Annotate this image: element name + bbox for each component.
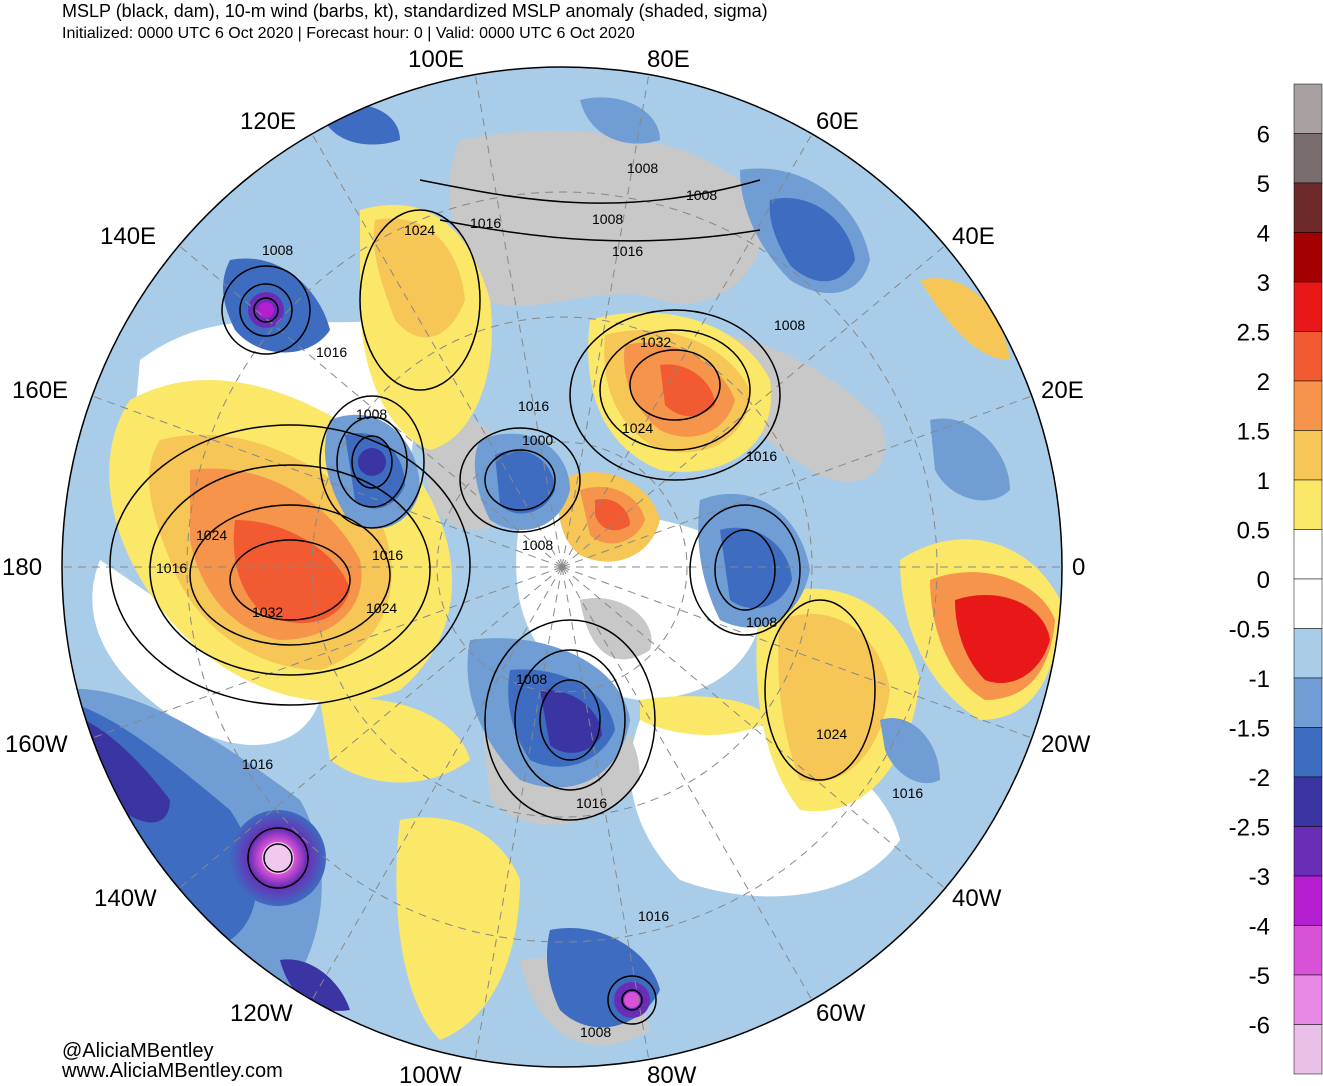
colorbar-swatch [1293, 83, 1323, 134]
isobar-label: 1008 [774, 317, 805, 333]
colorbar-label: 2 [1257, 369, 1270, 396]
isobar-label: 1008 [592, 211, 623, 227]
isobar-label: 1016 [576, 795, 607, 811]
isobar-label: 1024 [816, 726, 847, 742]
isobar-label: 1008 [686, 187, 717, 203]
isobar-label: 1016 [242, 756, 273, 772]
isobar-label: 1032 [640, 334, 671, 350]
isobar-label: 1008 [522, 537, 553, 553]
isobar-label: 1024 [404, 222, 435, 238]
lon-label-120e: 120E [240, 108, 296, 135]
lon-label-80e: 80E [647, 46, 690, 73]
lon-label-140e: 140E [100, 223, 156, 250]
isobar-label: 1016 [612, 243, 643, 259]
isobars [109, 179, 876, 1025]
longitude-labels: 100E 80E 60E 40E 20E 0 20W 40W 60W 80W 1… [2, 46, 1091, 1086]
isobar-labels: 1008 1008 1008 1016 1008 1024 1016 1032 … [156, 160, 923, 1040]
isobar-label: 1032 [252, 604, 283, 620]
isobar-label: 1016 [746, 448, 777, 464]
isobar-label: 1008 [627, 160, 658, 176]
colorbar-label: 2.5 [1237, 320, 1270, 347]
lon-label-80w: 80W [647, 1062, 697, 1086]
isobar-label: 1008 [262, 242, 293, 258]
colorbar-swatch [1293, 875, 1323, 926]
colorbar-label: 4 [1257, 221, 1270, 248]
credit-handle: @AliciaMBentley [62, 1040, 214, 1062]
lon-label-60w: 60W [816, 1000, 866, 1027]
colorbar-swatch [1293, 380, 1323, 431]
colorbar-label: 0 [1257, 567, 1270, 594]
lon-label-20w: 20W [1041, 731, 1091, 758]
chart-subtitle: Initialized: 0000 UTC 6 Oct 2020 | Forec… [62, 25, 635, 42]
lon-label-140w: 140W [94, 885, 157, 912]
isobar-label: 1016 [316, 344, 347, 360]
lon-label-40w: 40W [952, 885, 1002, 912]
graticule [62, 74, 1062, 1060]
colorbar-swatch [1293, 727, 1323, 778]
isobar-label: 1016 [892, 785, 923, 801]
map-border [61, 66, 1063, 1068]
colorbar-label: -2.5 [1229, 815, 1270, 842]
colorbar-label: -6 [1249, 1013, 1270, 1040]
isobar-label: 1016 [470, 215, 501, 231]
isobar-label: 1008 [746, 614, 777, 630]
colorbar-label: 1 [1257, 468, 1270, 495]
credit-site: www.AliciaMBentley.com [62, 1060, 283, 1082]
colorbar-swatch [1293, 529, 1323, 580]
colorbar-swatch [1293, 578, 1323, 629]
isobar-label: 1008 [580, 1024, 611, 1040]
colorbar-swatch [1293, 479, 1323, 530]
colorbar-label: 6 [1257, 122, 1270, 149]
isobar-label: 1024 [366, 600, 397, 616]
colorbar-label: -1 [1249, 666, 1270, 693]
chart-title: MSLP (black, dam), 10-m wind (barbs, kt)… [62, 1, 768, 21]
isobar-label: 1016 [372, 547, 403, 563]
isobar-label: 1008 [356, 406, 387, 422]
lon-label-160e: 160E [12, 377, 68, 404]
colorbar-swatch [1293, 974, 1323, 1025]
colorbar-label: 1.5 [1237, 419, 1270, 446]
colorbar-swatch [1293, 628, 1323, 679]
colorbar-swatch [1293, 677, 1323, 728]
colorbar-swatch [1293, 331, 1323, 382]
colorbar: 6 5 4 3 2.5 2 1.5 1 0.5 0 -0.5 -1 -1.5 -2 -2.5 -3 -4 -5 -6 [1229, 83, 1323, 1075]
isobar-label: 1024 [196, 527, 227, 543]
colorbar-swatch [1293, 776, 1323, 827]
colorbar-label: -1.5 [1229, 716, 1270, 743]
lon-label-40e: 40E [952, 223, 995, 250]
lon-label-100w: 100W [399, 1062, 462, 1086]
colorbar-swatch [1293, 430, 1323, 481]
colorbar-swatch [1293, 182, 1323, 233]
isobar-label: 1000 [522, 432, 553, 448]
colorbar-label: -4 [1249, 914, 1270, 941]
isobar-label: 1016 [638, 908, 669, 924]
colorbar-swatch [1293, 281, 1323, 332]
lon-label-120w: 120W [230, 1000, 293, 1027]
colorbar-label: -0.5 [1229, 617, 1270, 644]
lon-label-0: 0 [1072, 554, 1085, 581]
colorbar-swatch [1293, 826, 1323, 877]
colorbar-label: 5 [1257, 171, 1270, 198]
isobar-label: 1016 [518, 398, 549, 414]
lon-label-180: 180 [2, 554, 42, 581]
colorbar-label: -2 [1249, 765, 1270, 792]
lon-label-20e: 20E [1041, 377, 1084, 404]
colorbar-swatch [1293, 232, 1323, 283]
lon-label-100e: 100E [408, 46, 464, 73]
colorbar-swatch [1293, 925, 1323, 976]
isobar-label: 1016 [156, 560, 187, 576]
colorbar-label: 0.5 [1237, 518, 1270, 545]
lon-label-160w: 160W [5, 731, 68, 758]
colorbar-swatch [1293, 133, 1323, 184]
colorbar-label: -3 [1249, 864, 1270, 891]
colorbar-label: 3 [1257, 270, 1270, 297]
lon-label-60e: 60E [816, 108, 859, 135]
colorbar-swatch [1293, 1024, 1323, 1075]
colorbar-label: -5 [1249, 963, 1270, 990]
isobar-label: 1024 [622, 420, 653, 436]
isobar-label: 1008 [516, 671, 547, 687]
